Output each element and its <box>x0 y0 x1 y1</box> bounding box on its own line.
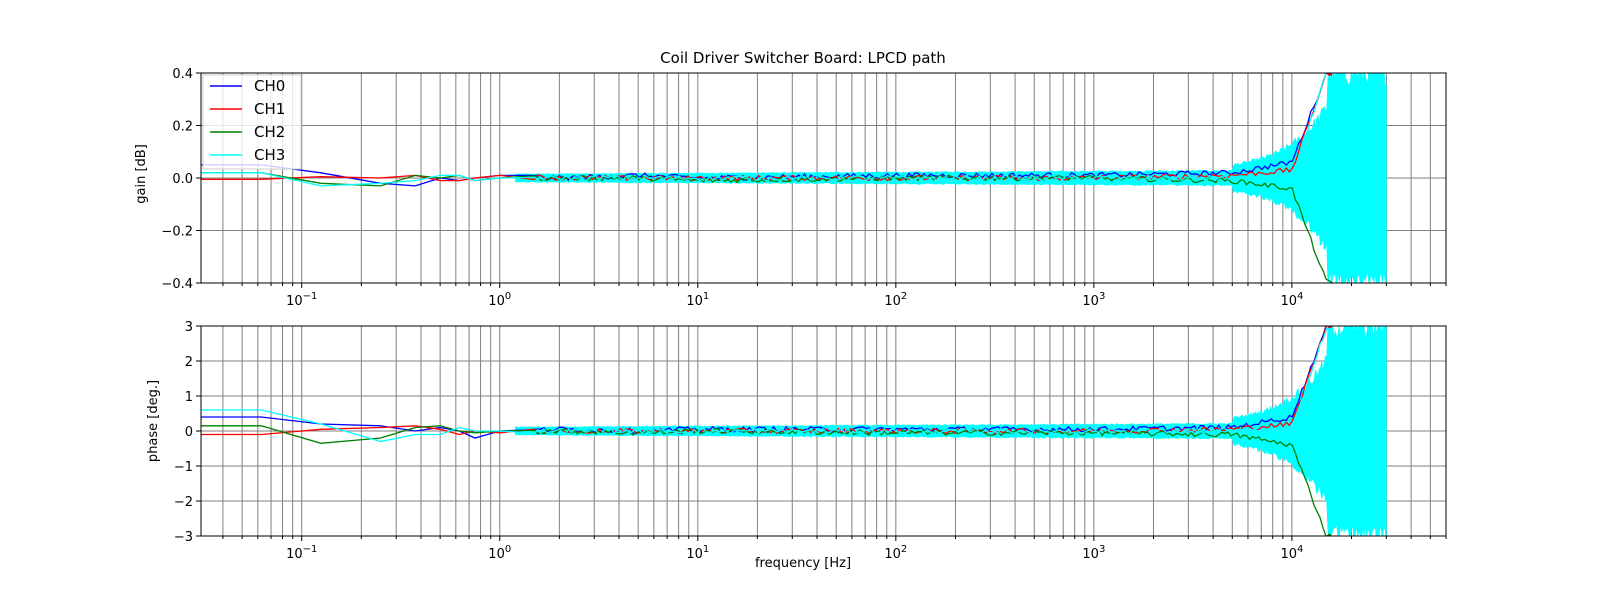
x-tick-label: 102 <box>884 544 907 562</box>
legend-label-ch2: CH2 <box>254 123 285 141</box>
legend: CH0 CH1 CH2 CH3 <box>202 74 302 170</box>
x-tick-label: 103 <box>1082 544 1105 562</box>
series-line-ch2 <box>201 425 1333 536</box>
noise-band <box>515 73 1387 283</box>
phase-ylabel: phase [deg.] <box>146 380 161 462</box>
x-tick-label: 100 <box>488 544 511 562</box>
y-tick-label: 0.0 <box>172 172 193 187</box>
y-tick-label: 0.4 <box>172 67 193 82</box>
legend-box <box>202 74 302 170</box>
y-tick-label: −3 <box>174 530 193 545</box>
legend-label-ch0: CH0 <box>254 77 285 95</box>
x-tick-label: 10−1 <box>286 544 317 562</box>
y-tick-label: 2 <box>185 355 193 370</box>
x-tick-label: 101 <box>686 291 709 309</box>
legend-label-ch1: CH1 <box>254 100 285 118</box>
series-line-ch0 <box>201 326 1332 439</box>
y-tick-label: −2 <box>174 495 193 510</box>
chart-title: Coil Driver Switcher Board: LPCD path <box>660 49 946 67</box>
series-line-ch1 <box>201 326 1333 436</box>
x-tick-label: 101 <box>686 544 709 562</box>
x-tick-label: 104 <box>1280 291 1303 309</box>
y-tick-label: 0 <box>185 425 193 440</box>
legend-label-ch3: CH3 <box>254 146 285 164</box>
x-tick-label: 10−1 <box>286 291 317 309</box>
gain-plot: 10−1 100 101 102 103 104 0.4 0.2 0.0 −0.2 −0.4 <box>161 67 1447 309</box>
y-tick-label: −0.4 <box>161 277 193 292</box>
gain-ylabel: gain [dB] <box>134 144 149 204</box>
y-tick-label: 3 <box>185 320 193 335</box>
series-line-ch3 <box>201 73 1328 187</box>
y-tick-label: 0.2 <box>172 120 193 135</box>
y-tick-label: 1 <box>185 390 193 405</box>
x-tick-label: 100 <box>488 291 511 309</box>
x-tick-label: 104 <box>1280 544 1303 562</box>
x-tick-label: 103 <box>1082 291 1105 309</box>
series-group <box>201 73 1387 283</box>
series-line-ch2 <box>201 172 1333 283</box>
frequency-xlabel: frequency [Hz] <box>755 556 851 571</box>
series-line-ch0 <box>201 73 1333 187</box>
series-group <box>201 326 1387 536</box>
y-tick-label: −0.2 <box>161 225 193 240</box>
x-tick-label: 102 <box>884 291 907 309</box>
y-tick-label: −1 <box>174 460 193 475</box>
series-line-ch1 <box>201 73 1333 182</box>
series-line-ch3 <box>201 326 1333 443</box>
